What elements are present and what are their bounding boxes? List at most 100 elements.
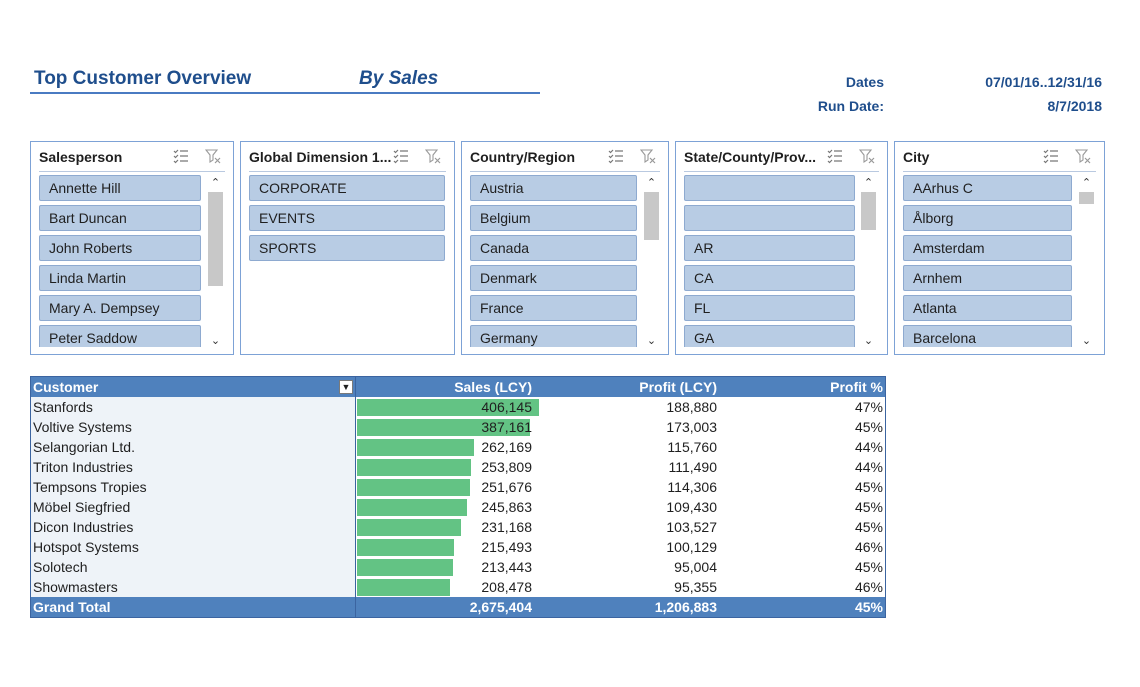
slicer-item-list: CORPORATE EVENTS SPORTS — [241, 175, 454, 347]
multi-select-icon[interactable] — [1042, 147, 1060, 165]
slicer-item[interactable]: Belgium — [470, 205, 637, 231]
sales-data-bar — [357, 559, 453, 576]
slicer-item[interactable] — [684, 175, 855, 201]
profit-pct-cell: 45% — [854, 519, 883, 535]
clear-filter-icon[interactable] — [1074, 147, 1092, 165]
slicer-item[interactable]: Arnhem — [903, 265, 1072, 291]
sales-cell: 251,676 — [481, 479, 532, 495]
sales-data-bar — [357, 519, 461, 536]
sales-data-bar — [357, 499, 467, 516]
slicer-item[interactable]: Peter Saddow — [39, 325, 201, 347]
slicer-item[interactable]: John Roberts — [39, 235, 201, 261]
clear-filter-icon[interactable] — [204, 147, 222, 165]
sales-cell: 262,169 — [481, 439, 532, 455]
table-row: Möbel Siegfried 245,863 109,430 45% — [31, 497, 885, 517]
slicer-global-dimension: Global Dimension 1... CORPORATE EVENTS S… — [240, 141, 455, 355]
slicer-item[interactable]: Bart Duncan — [39, 205, 201, 231]
scrollbar-thumb[interactable] — [861, 192, 876, 230]
table-header-row: Customer ▼ Sales (LCY) Profit (LCY) Prof… — [31, 377, 885, 397]
grand-total-label: Grand Total — [33, 599, 111, 615]
slicer-scrollbar[interactable]: ⌃ ⌄ — [643, 175, 660, 347]
chevron-up-icon[interactable]: ⌃ — [863, 176, 874, 189]
scrollbar-thumb[interactable] — [1079, 192, 1094, 204]
slicer-item[interactable]: CORPORATE — [249, 175, 445, 201]
slicer-header: Salesperson — [31, 142, 233, 172]
profit-cell: 173,003 — [666, 419, 717, 435]
slicer-item[interactable]: Annette Hill — [39, 175, 201, 201]
slicer-item[interactable]: France — [470, 295, 637, 321]
table-row: Selangorian Ltd. 262,169 115,760 44% — [31, 437, 885, 457]
scrollbar-track[interactable] — [1078, 192, 1095, 330]
slicer-title: Global Dimension 1... — [249, 149, 392, 165]
slicer-item[interactable]: FL — [684, 295, 855, 321]
profit-cell: 114,306 — [667, 479, 717, 495]
sales-cell: 231,168 — [481, 519, 532, 535]
sales-cell: 208,478 — [481, 579, 532, 595]
column-header-customer[interactable]: Customer — [33, 379, 99, 395]
slicer-item[interactable]: Ålborg — [903, 205, 1072, 231]
slicer-item[interactable]: Canada — [470, 235, 637, 261]
chevron-down-icon[interactable]: ⌄ — [1081, 334, 1092, 347]
multi-select-icon[interactable] — [607, 147, 625, 165]
profit-cell: 115,760 — [667, 439, 717, 455]
clear-filter-icon[interactable] — [858, 147, 876, 165]
slicer-header: Global Dimension 1... — [241, 142, 454, 172]
slicer-divider — [39, 171, 225, 172]
sales-data-bar — [357, 579, 450, 596]
column-header-sales[interactable]: Sales (LCY) — [454, 379, 532, 395]
slicer-item-list: Annette Hill Bart Duncan John Roberts Li… — [31, 175, 233, 347]
slicer-item-list: AR CA FL GA — [676, 175, 887, 347]
chevron-down-icon[interactable]: ⌄ — [646, 334, 657, 347]
slicer-item[interactable]: GA — [684, 325, 855, 347]
multi-select-icon[interactable] — [172, 147, 190, 165]
slicer-item[interactable]: Amsterdam — [903, 235, 1072, 261]
slicer-item-list: Austria Belgium Canada Denmark France Ge… — [462, 175, 668, 347]
slicer-item[interactable]: Atlanta — [903, 295, 1072, 321]
multi-select-icon[interactable] — [826, 147, 844, 165]
customer-cell: Triton Industries — [33, 459, 133, 475]
slicer-scrollbar[interactable]: ⌃ ⌄ — [860, 175, 877, 347]
slicer-item[interactable]: CA — [684, 265, 855, 291]
chevron-up-icon[interactable]: ⌃ — [646, 176, 657, 189]
table-row: Hotspot Systems 215,493 100,129 46% — [31, 537, 885, 557]
slicer-item[interactable]: AR — [684, 235, 855, 261]
slicer-scrollbar[interactable]: ⌃ ⌄ — [207, 175, 224, 347]
slicer-item[interactable] — [684, 205, 855, 231]
slicer-item[interactable]: Mary A. Dempsey — [39, 295, 201, 321]
sales-cell: 215,493 — [481, 539, 532, 555]
slicer-item[interactable]: Barcelona — [903, 325, 1072, 347]
slicer-item[interactable]: Germany — [470, 325, 637, 347]
slicer-item[interactable]: SPORTS — [249, 235, 445, 261]
chevron-up-icon[interactable]: ⌃ — [210, 176, 221, 189]
multi-select-icon[interactable] — [392, 147, 410, 165]
slicer-scrollbar[interactable]: ⌃ ⌄ — [1078, 175, 1095, 347]
customer-cell: Stanfords — [33, 399, 93, 415]
filter-icon[interactable]: ▼ — [339, 380, 353, 394]
profit-pct-cell: 44% — [854, 459, 883, 475]
slicer-item[interactable]: Linda Martin — [39, 265, 201, 291]
customer-cell: Voltive Systems — [33, 419, 132, 435]
chevron-down-icon[interactable]: ⌄ — [210, 334, 221, 347]
scrollbar-track[interactable] — [207, 192, 224, 330]
slicer-title: City — [903, 149, 930, 165]
clear-filter-icon[interactable] — [639, 147, 657, 165]
slicer-item[interactable]: AArhus C — [903, 175, 1072, 201]
scrollbar-thumb[interactable] — [644, 192, 659, 240]
run-date-label: Run Date: — [817, 98, 884, 114]
clear-filter-icon[interactable] — [424, 147, 442, 165]
column-header-profit-pct[interactable]: Profit % — [830, 379, 883, 395]
scrollbar-track[interactable] — [860, 192, 877, 330]
column-header-profit[interactable]: Profit (LCY) — [639, 379, 717, 395]
sales-data-bar — [357, 539, 454, 556]
chevron-down-icon[interactable]: ⌄ — [863, 334, 874, 347]
scrollbar-thumb[interactable] — [208, 192, 223, 286]
profit-pct-cell: 47% — [854, 399, 883, 415]
scrollbar-track[interactable] — [643, 192, 660, 330]
chevron-up-icon[interactable]: ⌃ — [1081, 176, 1092, 189]
sales-data-bar — [357, 419, 530, 436]
pivot-table: Customer ▼ Sales (LCY) Profit (LCY) Prof… — [30, 376, 886, 618]
customer-column-background — [31, 397, 355, 597]
slicer-item[interactable]: EVENTS — [249, 205, 445, 231]
slicer-item[interactable]: Denmark — [470, 265, 637, 291]
slicer-item[interactable]: Austria — [470, 175, 637, 201]
